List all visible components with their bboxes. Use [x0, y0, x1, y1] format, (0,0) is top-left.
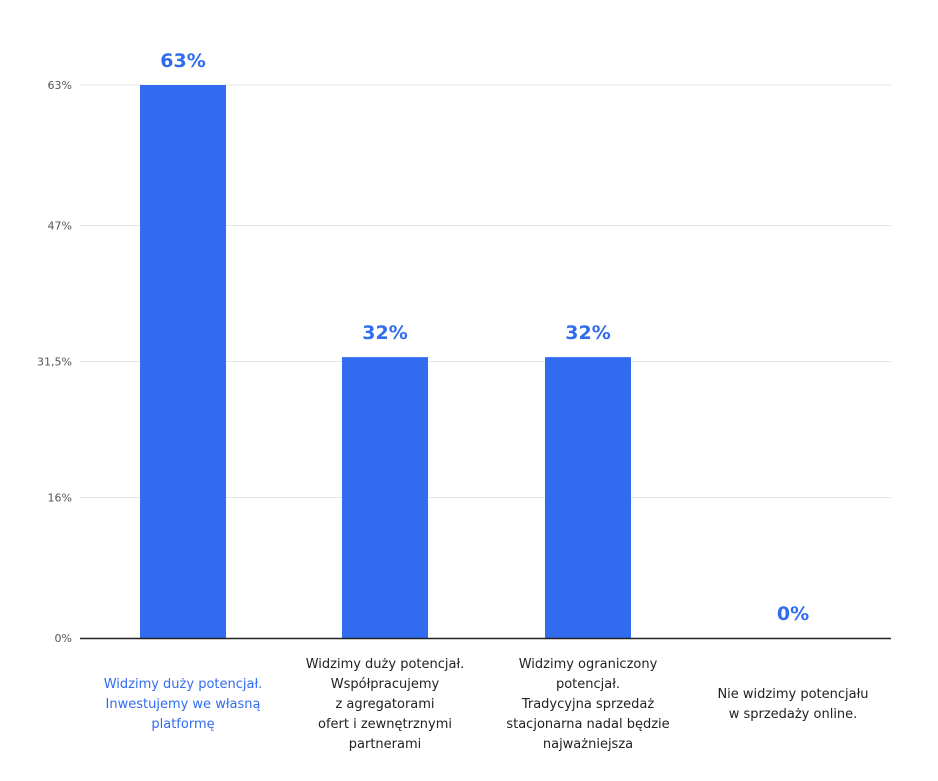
- category-label: Widzimy duży potencjał. Współpracujemy z…: [305, 657, 465, 752]
- y-tick-label: 31,5%: [37, 356, 72, 369]
- bar-value-label: 0%: [777, 603, 809, 625]
- category-label: Nie widzimy potencjału w sprzedaży onlin…: [717, 687, 869, 722]
- bar: [342, 357, 428, 638]
- bars: [140, 85, 631, 638]
- bar: [140, 85, 226, 638]
- value-labels: 63% 32% 32% 0%: [160, 50, 809, 625]
- category-label: Widzimy ograniczony potencjał. Tradycyjn…: [506, 657, 670, 752]
- y-tick-label: 63%: [48, 79, 72, 92]
- bar: [545, 357, 631, 638]
- category-label: Widzimy duży potencjał. Inwestujemy we w…: [103, 677, 263, 732]
- bar-value-label: 32%: [565, 322, 610, 344]
- y-tick-label: 0%: [55, 632, 72, 645]
- bar-value-label: 63%: [160, 50, 205, 72]
- bar-value-label: 32%: [362, 322, 407, 344]
- y-tick-label: 47%: [48, 219, 72, 232]
- y-axis-ticks: 0% 16% 31,5% 47% 63%: [37, 79, 72, 645]
- y-tick-label: 16%: [48, 492, 72, 505]
